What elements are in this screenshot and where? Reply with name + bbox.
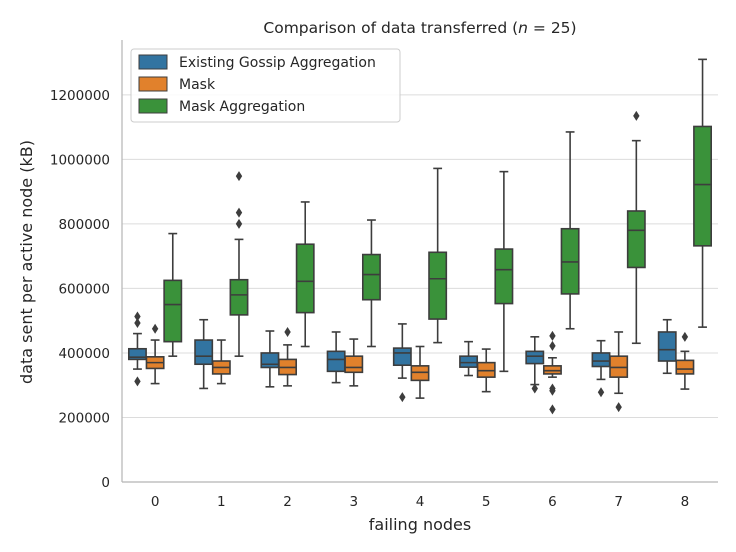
outlier-point xyxy=(615,402,622,413)
box-existing-gossip-aggregation-0 xyxy=(127,311,147,387)
outlier-point xyxy=(284,326,291,337)
y-tick-label: 800000 xyxy=(58,217,110,233)
box-mask-aggregation-4 xyxy=(428,167,448,344)
box-iqr xyxy=(428,251,448,320)
outlier-point xyxy=(151,323,159,334)
box-mask-3 xyxy=(344,338,364,387)
y-tick-label: 400000 xyxy=(58,346,110,362)
boxes xyxy=(127,58,713,415)
box-iqr xyxy=(260,352,280,369)
box-mask-aggregation-3 xyxy=(361,219,381,348)
outlier-point xyxy=(399,392,406,403)
outlier-point xyxy=(549,404,556,415)
box-iqr xyxy=(127,347,147,361)
box-iqr xyxy=(609,355,629,378)
box-mask-aggregation-1 xyxy=(229,171,249,357)
box-iqr xyxy=(163,279,183,343)
box-iqr xyxy=(392,347,412,367)
box-iqr xyxy=(675,359,695,375)
box-existing-gossip-aggregation-5 xyxy=(459,340,479,377)
outlier-point xyxy=(235,207,243,218)
x-tick-label: 7 xyxy=(614,494,623,510)
box-existing-gossip-aggregation-1 xyxy=(194,318,214,390)
outlier-point xyxy=(549,385,556,396)
box-iqr xyxy=(525,350,545,365)
outlier-point xyxy=(597,387,605,398)
box-iqr xyxy=(693,125,713,247)
y-tick-label: 1000000 xyxy=(50,152,110,168)
box-iqr xyxy=(194,339,214,366)
outlier-point xyxy=(134,376,141,387)
box-mask-aggregation-5 xyxy=(494,170,514,373)
box-iqr xyxy=(344,355,364,374)
outlier-point xyxy=(549,330,556,341)
legend-label-mask-aggregation: Mask Aggregation xyxy=(179,99,305,115)
box-existing-gossip-aggregation-2 xyxy=(260,330,280,388)
x-axis-title: failing nodes xyxy=(369,515,471,534)
box-iqr xyxy=(326,350,346,373)
box-iqr xyxy=(229,278,249,316)
legend-swatch-mask-aggregation xyxy=(138,98,168,114)
box-mask-1 xyxy=(211,339,231,385)
box-iqr xyxy=(542,365,562,375)
y-tick-label: 1200000 xyxy=(50,88,110,104)
axes xyxy=(121,40,718,483)
box-iqr xyxy=(591,352,611,368)
box-mask-0 xyxy=(145,323,165,385)
box-iqr xyxy=(410,365,430,382)
x-tick-label: 6 xyxy=(548,494,557,510)
box-existing-gossip-aggregation-8 xyxy=(657,318,677,375)
legend-swatch-existing-gossip xyxy=(138,54,168,70)
box-mask-aggregation-7 xyxy=(626,110,646,345)
x-tick-label: 5 xyxy=(482,494,491,510)
box-iqr xyxy=(476,361,496,378)
outlier-point xyxy=(235,218,243,229)
chart-title: Comparison of data transferred (n = 25) xyxy=(263,19,576,37)
outlier-point xyxy=(633,110,640,121)
outlier-point xyxy=(134,317,141,328)
box-iqr xyxy=(657,331,677,362)
box-iqr xyxy=(459,355,479,368)
box-existing-gossip-aggregation-6 xyxy=(525,336,545,394)
box-mask-aggregation-2 xyxy=(295,201,315,348)
box-mask-5 xyxy=(476,348,496,393)
outlier-point xyxy=(134,311,141,322)
box-mask-2 xyxy=(278,326,298,387)
box-existing-gossip-aggregation-4 xyxy=(392,323,412,403)
x-tick-label: 8 xyxy=(681,494,690,510)
box-iqr xyxy=(295,243,315,314)
box-mask-aggregation-8 xyxy=(693,58,713,328)
box-mask-6 xyxy=(542,330,562,415)
legend-label-mask: Mask xyxy=(179,77,216,93)
y-tick-labels: 0 200000 400000 600000 800000 1000000 1200000 xyxy=(50,88,110,491)
legend: Existing Gossip Aggregation Mask Mask Ag… xyxy=(130,48,401,123)
y-tick-label: 0 xyxy=(101,475,110,491)
box-mask-aggregation-0 xyxy=(163,232,183,357)
legend-swatch-mask xyxy=(138,76,168,92)
box-mask-aggregation-6 xyxy=(560,131,580,330)
box-iqr xyxy=(494,248,514,305)
x-tick-labels: 0 1 2 3 4 5 6 7 8 xyxy=(151,494,689,510)
x-tick-label: 2 xyxy=(283,494,292,510)
y-tick-label: 600000 xyxy=(58,281,110,297)
box-iqr xyxy=(361,253,381,301)
x-tick-label: 1 xyxy=(217,494,226,510)
box-mask-4 xyxy=(410,345,430,399)
box-mask-8 xyxy=(675,331,695,390)
x-tick-label: 3 xyxy=(349,494,358,510)
outlier-point xyxy=(531,383,538,394)
y-axis-title: data sent per active node (kB) xyxy=(17,140,36,384)
outlier-point xyxy=(235,171,243,182)
legend-frame xyxy=(130,48,401,123)
box-mask-7 xyxy=(609,331,629,413)
outlier-point xyxy=(549,340,556,351)
y-tick-label: 200000 xyxy=(58,410,110,426)
legend-label-existing-gossip: Existing Gossip Aggregation xyxy=(179,55,376,71)
outlier-point xyxy=(681,331,689,342)
box-iqr xyxy=(626,210,646,269)
x-tick-label: 4 xyxy=(416,494,425,510)
x-tick-label: 0 xyxy=(151,494,160,510)
